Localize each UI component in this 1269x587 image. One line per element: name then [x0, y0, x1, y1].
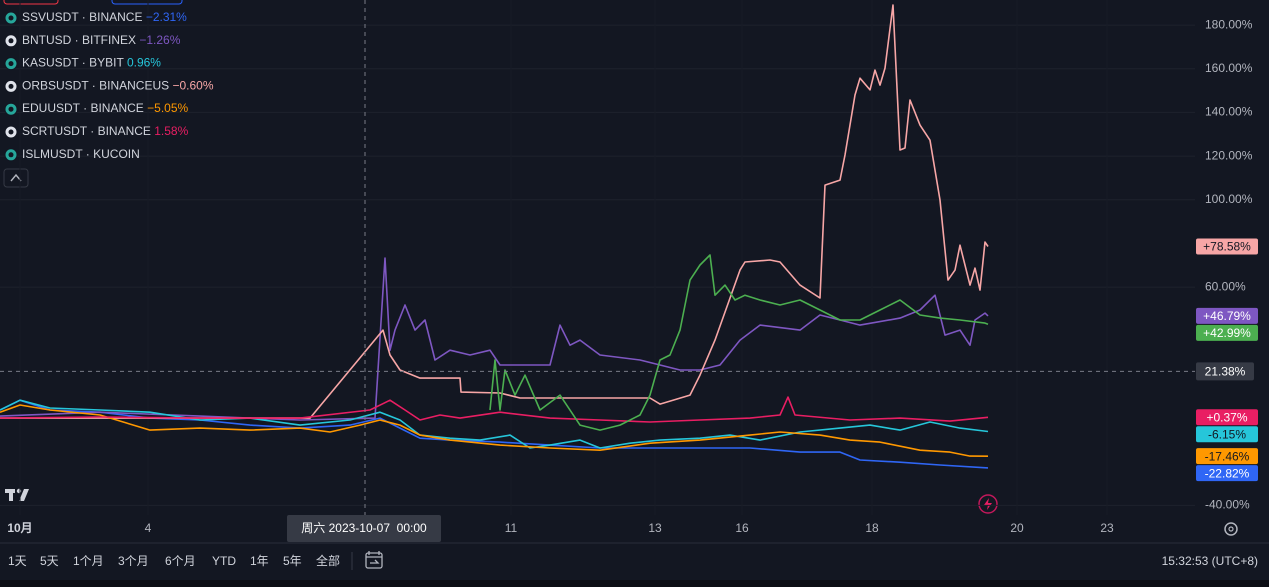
x-tick-label: 10月	[7, 521, 32, 535]
legend-entry: ORBSUSDT · BINANCEUS −0.60%	[22, 79, 214, 93]
range-button[interactable]: YTD	[212, 554, 236, 568]
clock: 15:32:53 (UTC+8)	[1162, 554, 1258, 568]
legend-name: SCRTUSDT · BINANCE	[22, 124, 151, 138]
legend-name: KASUSDT · BYBIT	[22, 56, 124, 70]
legend-icon-dot	[8, 15, 14, 21]
price-badge-label: +46.79%	[1203, 309, 1251, 323]
y-tick-label: 120.00%	[1205, 148, 1253, 162]
x-tick-label: 13	[648, 521, 662, 535]
legend-change: −0.60%	[172, 79, 213, 93]
legend-icon-dot	[8, 129, 14, 135]
x-tick-label: 16	[735, 521, 749, 535]
range-button[interactable]: 1天	[8, 554, 27, 568]
legend-change: −5.05%	[147, 101, 188, 115]
series-line	[0, 257, 989, 421]
legend-name: ISLMUSDT · KUCOIN	[22, 147, 140, 161]
price-badge	[1196, 409, 1258, 426]
legend-entry: SSVUSDT · BINANCE −2.31%	[22, 10, 187, 24]
legend-entry: ISLMUSDT · KUCOIN	[22, 147, 140, 161]
price-badge-label: -17.46%	[1205, 449, 1250, 463]
price-badge	[1196, 307, 1258, 324]
legend-name: EDUUSDT · BINANCE	[22, 101, 144, 115]
legend-change: 0.96%	[127, 56, 161, 70]
price-badge-label: +0.37%	[1206, 410, 1247, 424]
range-button[interactable]: 3个月	[118, 554, 149, 568]
legend-entry: SCRTUSDT · BINANCE 1.58%	[22, 124, 189, 138]
replay-icon[interactable]	[365, 551, 383, 569]
price-badge-label: -22.82%	[1205, 466, 1250, 480]
crosshair-y-label: 21.38%	[1205, 365, 1246, 379]
top-button[interactable]	[3, 0, 59, 5]
x-tick-label: 20	[1010, 521, 1024, 535]
legend-icon-dot	[8, 38, 14, 44]
price-badge	[1196, 238, 1258, 255]
y-tick-label: -40.00%	[1205, 498, 1250, 512]
y-tick-label: 60.00%	[1205, 279, 1246, 293]
series-line	[0, 399, 989, 449]
series-line	[0, 4, 989, 419]
price-badge-label: +78.58%	[1203, 240, 1251, 254]
range-button[interactable]: 1年	[250, 554, 269, 568]
legend-icon-dot	[8, 106, 14, 112]
legend-name: BNTUSD · BITFINEX	[22, 33, 136, 47]
price-badge	[1196, 426, 1258, 443]
legend-icon-dot	[8, 83, 14, 89]
legend-change: −2.31%	[146, 10, 187, 24]
crosshair-y-badge	[1196, 362, 1254, 381]
legend-icon-dot	[8, 152, 14, 158]
x-tick-label: 23	[1100, 521, 1114, 535]
top-button[interactable]	[111, 0, 183, 5]
settings-icon[interactable]	[1224, 522, 1238, 536]
x-tick-label: 18	[865, 521, 879, 535]
legend-name: ORBSUSDT · BINANCEUS	[22, 79, 169, 93]
range-button[interactable]: 全部	[316, 553, 340, 568]
series-line	[0, 404, 989, 457]
bottom-strip	[0, 580, 1269, 587]
crosshair-x-badge	[287, 515, 441, 542]
price-badge-label: -6.15%	[1208, 427, 1246, 441]
price-badge-label: +42.99%	[1203, 326, 1251, 340]
y-tick-label: 140.00%	[1205, 105, 1253, 119]
y-tick-label: 100.00%	[1205, 192, 1253, 206]
legend-change: 1.58%	[154, 124, 188, 138]
series-line	[489, 254, 989, 431]
price-badge	[1196, 324, 1258, 341]
legend-name: SSVUSDT · BINANCE	[22, 10, 142, 24]
range-button[interactable]: 1个月	[73, 554, 104, 568]
series-line	[0, 396, 989, 423]
collapse-button[interactable]	[3, 168, 29, 188]
x-tick-label: 4	[145, 521, 152, 535]
legend-entry: EDUUSDT · BINANCE −5.05%	[22, 101, 189, 115]
x-tick-label: 11	[505, 521, 518, 535]
range-button[interactable]: 6个月	[165, 554, 196, 568]
price-badge	[1196, 448, 1258, 465]
alert-icon[interactable]	[978, 494, 998, 514]
legend-entry: BNTUSD · BITFINEX −1.26%	[22, 33, 181, 47]
range-button[interactable]: 5天	[40, 554, 59, 568]
legend-entry: KASUSDT · BYBIT 0.96%	[22, 56, 161, 70]
range-button[interactable]: 5年	[283, 554, 302, 568]
legend-icon-dot	[8, 61, 14, 67]
y-tick-label: 180.00%	[1205, 17, 1253, 31]
legend-change: −1.26%	[139, 33, 180, 47]
price-badge	[1196, 465, 1258, 482]
crosshair-x-label: 周六 2023-10-07 00:00	[301, 521, 427, 535]
y-tick-label: 160.00%	[1205, 61, 1253, 75]
